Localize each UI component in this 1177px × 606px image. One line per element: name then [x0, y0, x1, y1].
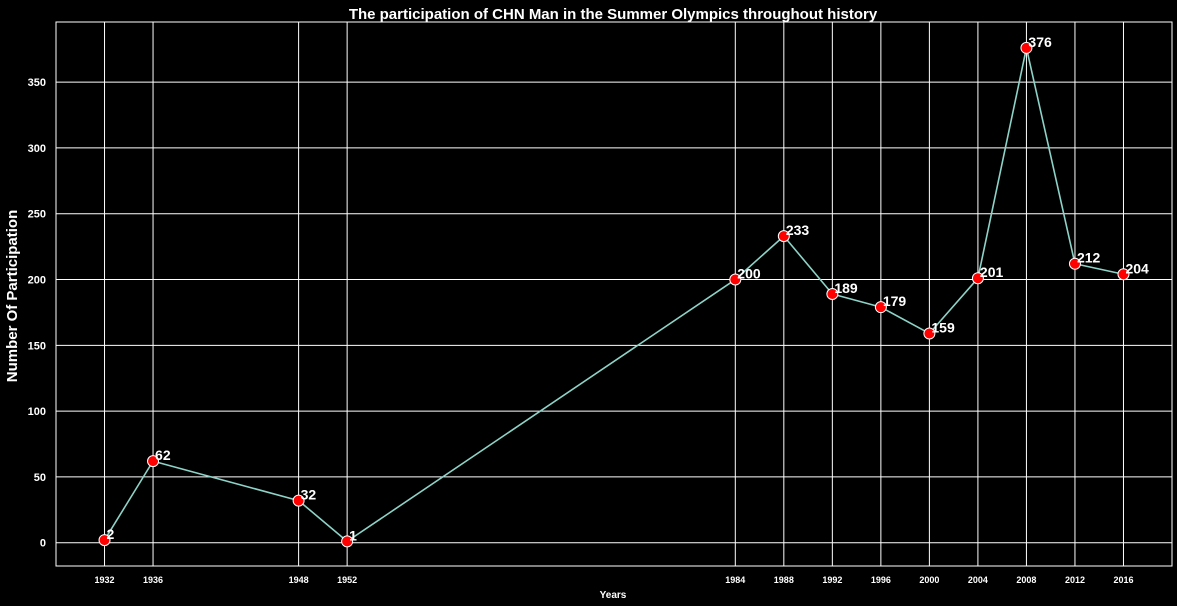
data-label-1948: 32	[301, 487, 317, 503]
x-tick-label-2004: 2004	[968, 575, 988, 585]
data-point-1936	[147, 455, 160, 468]
x-tick-label-1988: 1988	[774, 575, 794, 585]
x-tick-label-2016: 2016	[1113, 575, 1133, 585]
data-point-1932	[98, 534, 111, 547]
data-label-1992: 189	[834, 280, 858, 296]
data-point-2012	[1068, 257, 1081, 270]
x-tick-label-1932: 1932	[95, 575, 115, 585]
data-label-1932: 2	[107, 526, 115, 542]
data-labels: 2 62 32 1 200 233 189 179 159 201 376 212 204	[107, 34, 1150, 543]
data-label-2000: 159	[931, 319, 955, 335]
y-tick-label-100: 100	[28, 406, 46, 418]
y-tick-label-50: 50	[34, 472, 46, 484]
x-tick-label-2012: 2012	[1065, 575, 1085, 585]
data-label-2008: 376	[1028, 34, 1052, 50]
x-tick-label-2008: 2008	[1016, 575, 1036, 585]
y-tick-label-150: 150	[28, 340, 46, 352]
data-point-2004	[971, 272, 984, 285]
data-point-1952	[341, 535, 354, 548]
y-tick-label-250: 250	[28, 209, 46, 221]
data-points	[98, 41, 1130, 548]
data-point-2016	[1117, 268, 1130, 281]
data-point-1988	[777, 230, 790, 243]
data-label-2012: 212	[1077, 250, 1101, 266]
data-point-1948	[292, 494, 305, 507]
data-point-2000	[923, 327, 936, 340]
x-tick-label-1952: 1952	[337, 575, 357, 585]
data-label-2016: 204	[1125, 260, 1149, 276]
data-label-1952: 1	[349, 527, 357, 543]
y-tick-label-0: 0	[40, 538, 46, 550]
x-tick-label-1936: 1936	[143, 575, 163, 585]
x-tick-label-2000: 2000	[919, 575, 939, 585]
y-tick-label-200: 200	[28, 275, 46, 287]
grid-lines	[56, 22, 1172, 566]
data-label-2004: 201	[980, 264, 1004, 280]
data-point-1996	[874, 301, 887, 314]
x-tick-label-1996: 1996	[871, 575, 891, 585]
x-tick-label-1948: 1948	[289, 575, 309, 585]
plot-frame	[55, 21, 1173, 567]
y-axis-label: Number Of Participation	[4, 210, 21, 383]
x-axis-label: Years	[600, 590, 627, 601]
x-tick-label-1992: 1992	[822, 575, 842, 585]
data-label-1936: 62	[155, 447, 171, 463]
data-label-1984: 200	[737, 266, 761, 282]
x-tick-labels: 1932 1936 1948 1952 1984 1988 1992 1996 2000 2004…	[95, 575, 1134, 585]
data-point-1984	[729, 273, 742, 286]
x-tick-label-1984: 1984	[725, 575, 745, 585]
data-label-1988: 233	[786, 222, 810, 238]
data-label-1996: 179	[883, 293, 907, 309]
y-tick-labels: 0 50 100 150 200 250 300 350	[28, 77, 46, 550]
y-tick-label-350: 350	[28, 77, 46, 89]
data-point-2008	[1020, 41, 1033, 54]
chart-title: The participation of CHN Man in the Summ…	[349, 6, 878, 23]
y-tick-label-300: 300	[28, 143, 46, 155]
data-point-1992	[826, 288, 839, 300]
